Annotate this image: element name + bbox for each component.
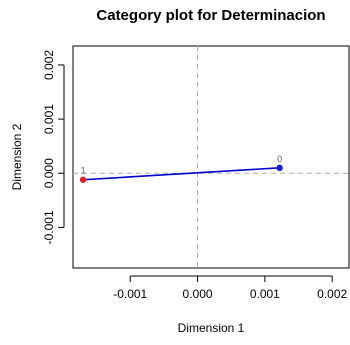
x-tick-label: -0.001 <box>113 287 147 301</box>
chart-title: Category plot for Determinacion <box>96 7 325 24</box>
category-connector <box>83 167 280 181</box>
y-tick-label: -0.001 <box>42 210 56 244</box>
y-tick-label: 0.002 <box>42 50 56 80</box>
category-point-0 <box>276 164 283 172</box>
x-tick-label: 0.002 <box>317 287 347 301</box>
category-point-1 <box>79 176 87 183</box>
y-axis: -0.001 0.000 0.001 0.002 <box>42 50 65 244</box>
x-tick-label: 0.001 <box>250 287 280 301</box>
x-axis-title: Dimension 1 <box>178 321 245 335</box>
x-tick-label: 0.000 <box>183 287 213 301</box>
reference-lines <box>73 46 349 268</box>
category-points: 10 <box>79 154 283 183</box>
category-label-0: 0 <box>277 154 282 164</box>
x-axis: -0.001 0.000 0.001 0.002 <box>113 275 348 301</box>
category-connector-line <box>83 167 280 181</box>
y-axis-title: Dimension 2 <box>10 123 24 190</box>
y-tick-label: 0.001 <box>42 104 56 134</box>
plot-frame <box>72 45 350 269</box>
category-label-1: 1 <box>81 166 86 176</box>
y-tick-label: 0.000 <box>42 158 56 188</box>
